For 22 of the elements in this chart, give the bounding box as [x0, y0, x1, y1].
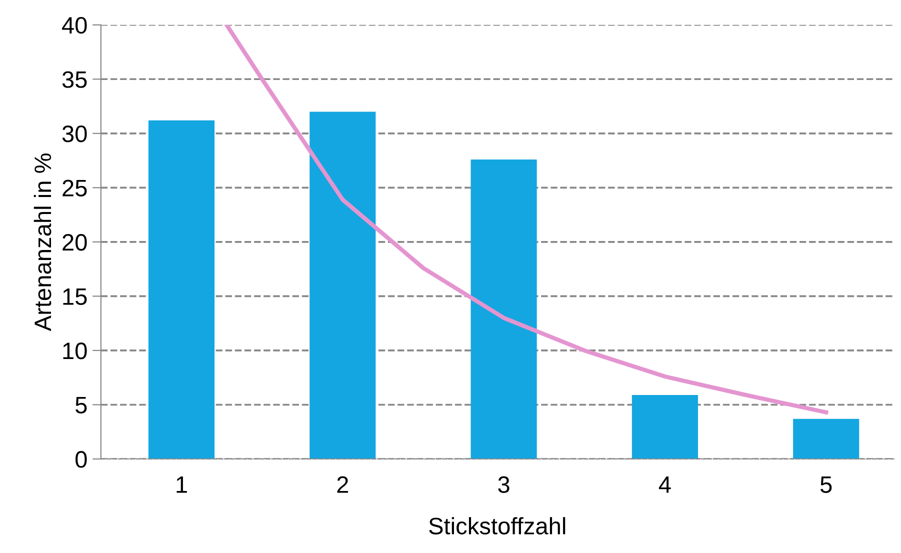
y-tick-label: 25 [62, 180, 87, 196]
y-tick-label: 30 [62, 125, 87, 142]
x-tick-label: 2 [337, 476, 348, 493]
y-tick-label: 10 [63, 342, 87, 360]
x-tick-label: 3 [498, 476, 510, 493]
x-tick-label: 4 [658, 476, 671, 493]
line-series [224, 24, 828, 414]
bar [310, 112, 376, 459]
y-tick-label: 20 [62, 234, 87, 251]
y-tick-label: 40 [62, 16, 87, 34]
bar [793, 418, 860, 459]
y-tick-label: 15 [63, 288, 87, 305]
y-tick-label: 35 [62, 71, 87, 88]
x-tick-label: 5 [820, 476, 832, 493]
y-tick-label: 0 [76, 451, 87, 468]
x-tick-label: 1 [176, 476, 187, 493]
bar [470, 159, 537, 459]
y-tick-label: 5 [76, 397, 87, 414]
x-axis-title: Stickstoffzahl [429, 517, 566, 534]
bar [632, 394, 698, 459]
y-axis-title: Artenanzahl in % [34, 154, 52, 332]
bar [148, 120, 215, 459]
